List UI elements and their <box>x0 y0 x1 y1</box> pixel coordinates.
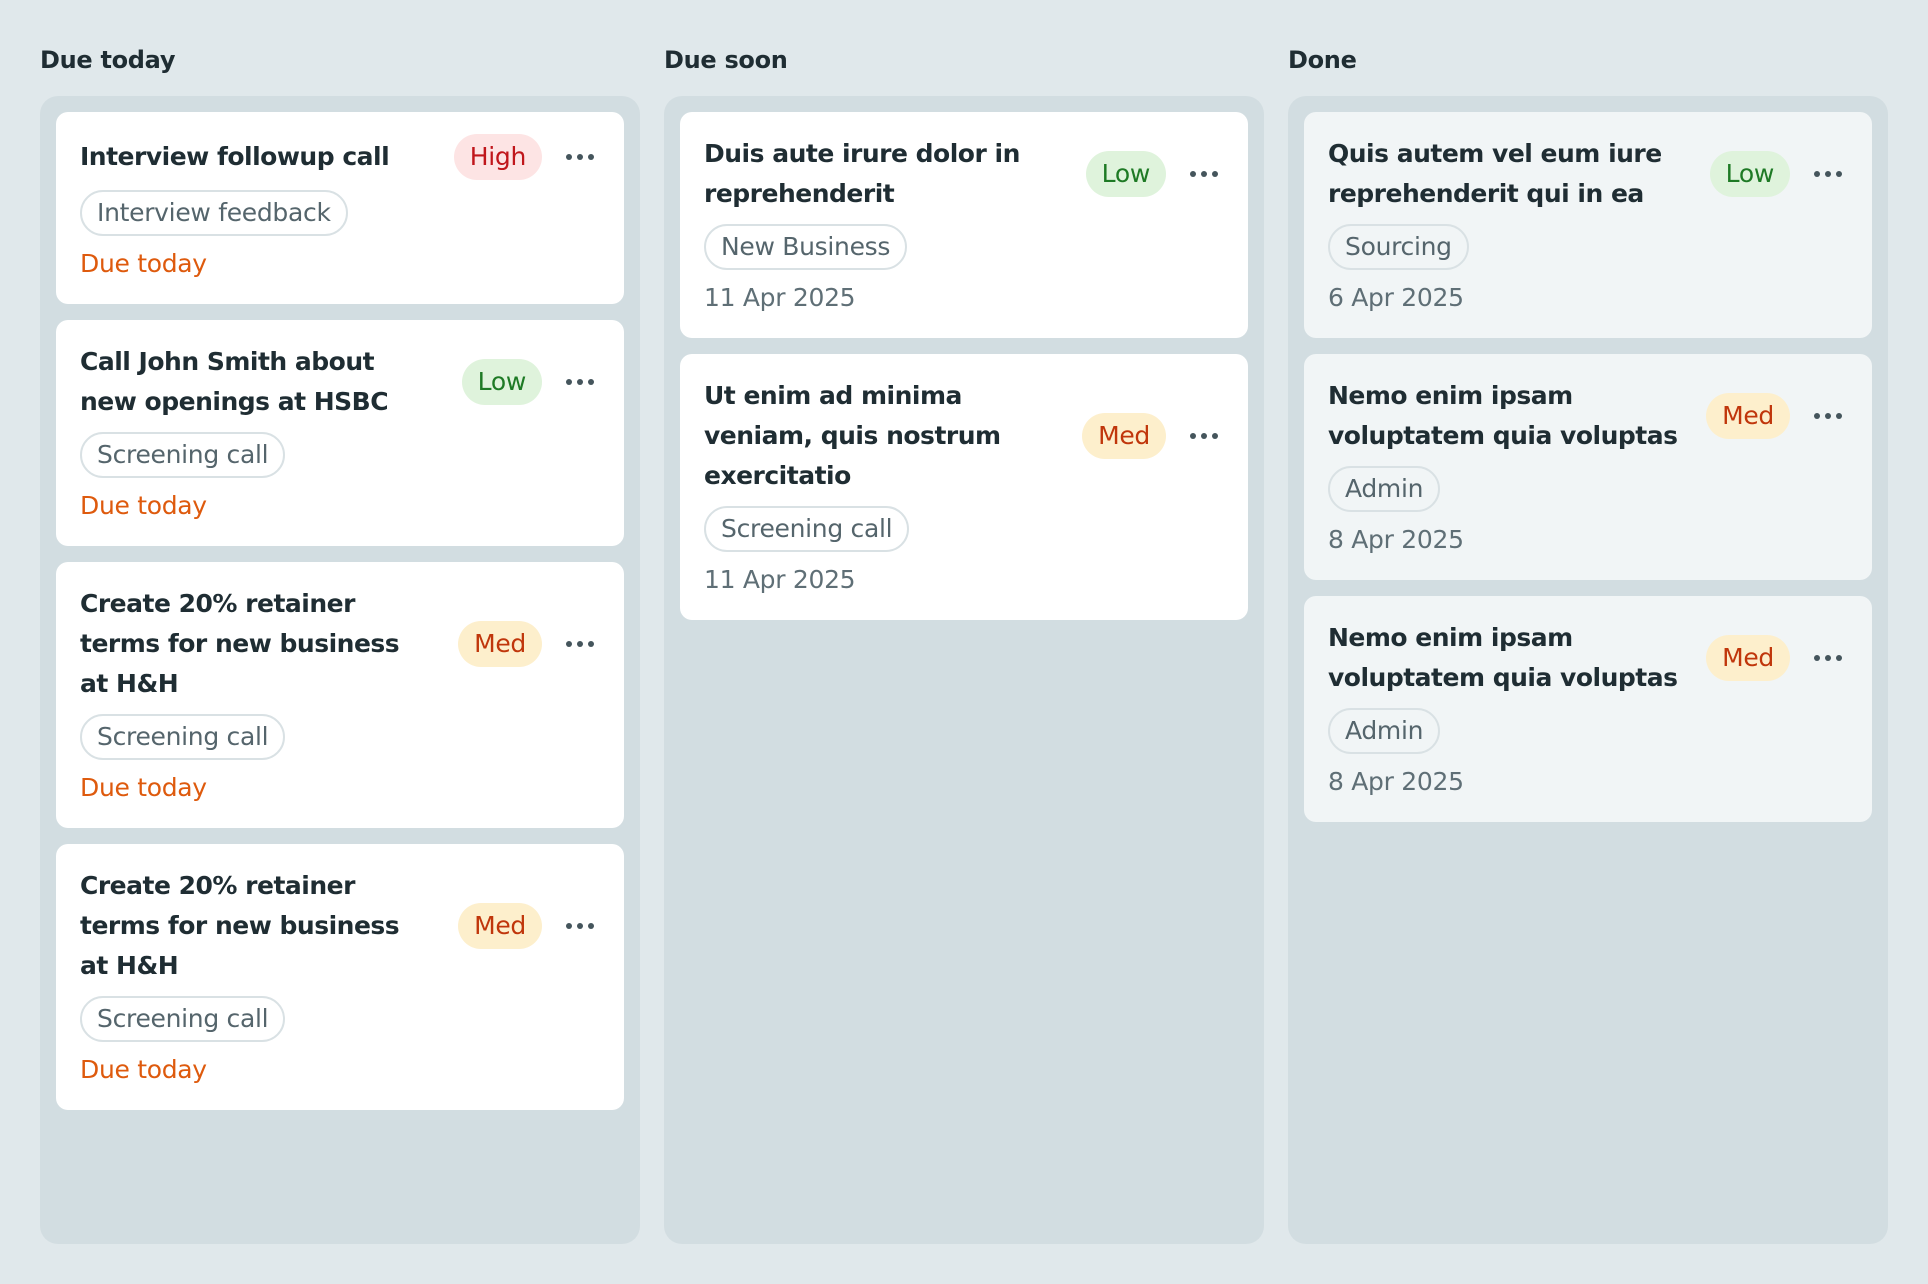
more-icon <box>566 154 572 160</box>
column-title: Due today <box>40 46 176 74</box>
column-cards: Duis aute irure dolor in reprehenderit L… <box>664 96 1264 1244</box>
column-cards: Quis autem vel eum iure reprehenderit qu… <box>1288 96 1888 1244</box>
task-tag: Screening call <box>80 996 286 1042</box>
task-title: Create 20% retainer terms for new busine… <box>80 589 400 698</box>
more-icon <box>566 641 572 647</box>
task-title: Interview followup call <box>80 142 390 171</box>
task-card[interactable]: Duis aute irure dolor in reprehenderit L… <box>680 112 1248 338</box>
due-date: 8 Apr 2025 <box>1328 525 1464 554</box>
more-options-button[interactable] <box>560 362 600 402</box>
priority-badge: High <box>453 134 542 180</box>
more-icon <box>1814 413 1820 419</box>
column-due-soon: Due soon Duis aute irure dolor in repreh… <box>664 40 1264 1244</box>
task-tag: Screening call <box>704 506 910 552</box>
due-label: Due today <box>80 249 207 278</box>
more-icon <box>1190 433 1196 439</box>
task-title: Create 20% retainer terms for new busine… <box>80 871 400 980</box>
more-icon <box>1814 655 1820 661</box>
task-card[interactable]: Quis autem vel eum iure reprehenderit qu… <box>1304 112 1872 338</box>
task-card[interactable]: Interview followup call High Interview f… <box>56 112 624 304</box>
task-title: Duis aute irure dolor in reprehenderit <box>704 139 1020 208</box>
task-card[interactable]: Ut enim ad minima veniam, quis nostrum e… <box>680 354 1248 620</box>
due-date: 6 Apr 2025 <box>1328 283 1464 312</box>
task-tag: Admin <box>1328 466 1441 512</box>
due-label: Due today <box>80 491 207 520</box>
task-title: Quis autem vel eum iure reprehenderit qu… <box>1328 139 1662 208</box>
task-tag: Admin <box>1328 708 1441 754</box>
more-options-button[interactable] <box>1808 396 1848 436</box>
priority-badge: Low <box>1085 151 1166 197</box>
more-icon <box>566 923 572 929</box>
more-options-button[interactable] <box>1184 154 1224 194</box>
task-tag: Screening call <box>80 432 286 478</box>
more-options-button[interactable] <box>1184 416 1224 456</box>
task-tag: Interview feedback <box>80 190 348 236</box>
column-title: Due soon <box>664 46 788 74</box>
more-options-button[interactable] <box>1808 638 1848 678</box>
task-tag: New Business <box>704 224 908 270</box>
more-options-button[interactable] <box>560 624 600 664</box>
priority-badge: Low <box>1709 151 1790 197</box>
column-title: Done <box>1288 46 1357 74</box>
column-done: Done Quis autem vel eum iure reprehender… <box>1288 40 1888 1244</box>
more-options-button[interactable] <box>1808 154 1848 194</box>
task-card[interactable]: Create 20% retainer terms for new busine… <box>56 844 624 1110</box>
task-tag: Sourcing <box>1328 224 1469 270</box>
more-options-button[interactable] <box>560 137 600 177</box>
due-date: 11 Apr 2025 <box>704 283 856 312</box>
column-due-today: Due today Interview followup call High I… <box>40 40 640 1244</box>
task-card[interactable]: Nemo enim ipsam voluptatem quia voluptas… <box>1304 596 1872 822</box>
due-label: Due today <box>80 773 207 802</box>
due-date: 11 Apr 2025 <box>704 565 856 594</box>
due-date: 8 Apr 2025 <box>1328 767 1464 796</box>
task-card[interactable]: Create 20% retainer terms for new busine… <box>56 562 624 828</box>
task-title: Call John Smith about new openings at HS… <box>80 347 389 416</box>
more-icon <box>566 379 572 385</box>
task-title: Nemo enim ipsam voluptatem quia voluptas <box>1328 623 1678 692</box>
more-options-button[interactable] <box>560 906 600 946</box>
column-cards: Interview followup call High Interview f… <box>40 96 640 1244</box>
task-title: Ut enim ad minima veniam, quis nostrum e… <box>704 381 1001 490</box>
due-label: Due today <box>80 1055 207 1084</box>
more-icon <box>1190 171 1196 177</box>
priority-badge: Med <box>1706 635 1790 681</box>
priority-badge: Med <box>1082 413 1166 459</box>
priority-badge: Med <box>1706 393 1790 439</box>
priority-badge: Med <box>458 903 542 949</box>
more-icon <box>1814 171 1820 177</box>
task-card[interactable]: Call John Smith about new openings at HS… <box>56 320 624 546</box>
task-title: Nemo enim ipsam voluptatem quia voluptas <box>1328 381 1678 450</box>
task-tag: Screening call <box>80 714 286 760</box>
task-card[interactable]: Nemo enim ipsam voluptatem quia voluptas… <box>1304 354 1872 580</box>
kanban-board: Due today Interview followup call High I… <box>40 40 1888 1244</box>
priority-badge: Med <box>458 621 542 667</box>
priority-badge: Low <box>461 359 542 405</box>
